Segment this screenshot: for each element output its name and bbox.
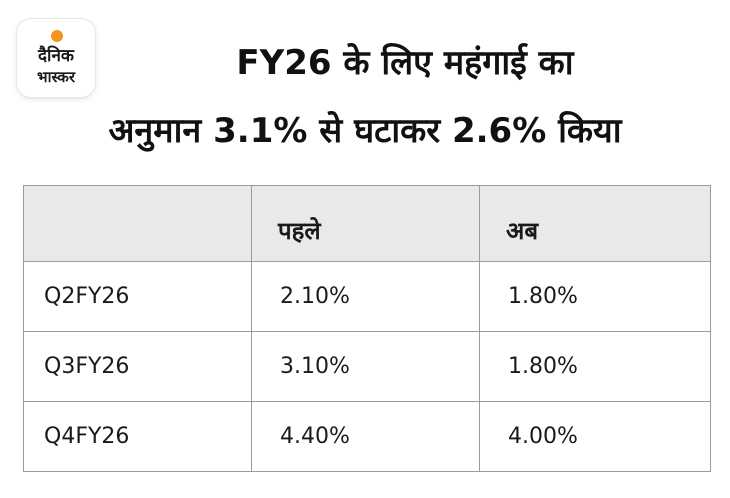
table-row: Q2FY26 2.10% 1.80% (23, 261, 711, 332)
now-value: 1.80% (479, 331, 711, 402)
table-row: Q3FY26 3.10% 1.80% (23, 331, 711, 402)
quarter-label: Q4FY26 (23, 401, 252, 472)
dainik-bhaskar-logo: दैनिक भास्कर (17, 19, 95, 97)
headline-line-1: FY26 के लिए महंगाई का (236, 43, 574, 83)
quarter-label: Q2FY26 (23, 261, 252, 332)
logo-text-bhaskar: भास्कर (37, 68, 75, 86)
before-value: 3.10% (251, 331, 480, 402)
inflation-estimate-table: पहले अब Q2FY26 2.10% 1.80% Q3FY26 3.10% … (23, 185, 711, 472)
logo-text-dainik: दैनिक (38, 46, 74, 66)
header-before: पहले (251, 185, 480, 262)
headline-line-2: अनुमान 3.1% से घटाकर 2.6% किया (108, 111, 622, 151)
header-now: अब (479, 185, 711, 262)
table-row: Q4FY26 4.40% 4.00% (23, 401, 711, 472)
before-value: 2.10% (251, 261, 480, 332)
table-header-row: पहले अब (23, 185, 711, 262)
now-value: 1.80% (479, 261, 711, 332)
quarter-label: Q3FY26 (23, 331, 252, 402)
header-quarter (23, 185, 252, 262)
before-value: 4.40% (251, 401, 480, 472)
sun-icon (51, 30, 63, 42)
now-value: 4.00% (479, 401, 711, 472)
